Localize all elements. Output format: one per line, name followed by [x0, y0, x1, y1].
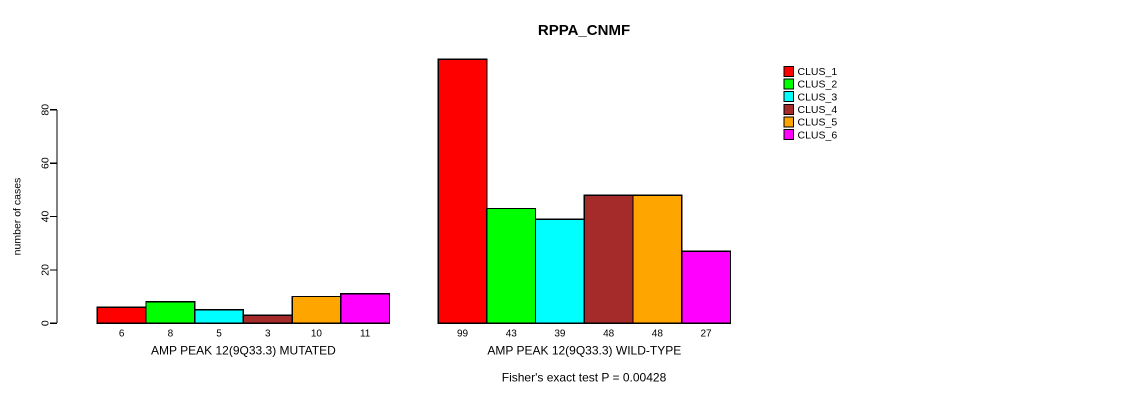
- bar-group: 6 8 5 3 10 11: [96, 293, 391, 340]
- group-label-wildtype: AMP PEAK 12(9Q33.3) WILD-TYPE: [487, 344, 681, 358]
- legend-label: CLUS_1: [798, 66, 838, 78]
- legend-item: CLUS_3: [783, 91, 838, 103]
- bar-clus_4: [242, 314, 293, 324]
- y-tick-label: 60: [40, 157, 52, 169]
- bar-value-label: 27: [700, 329, 712, 340]
- legend-label: CLUS_2: [798, 79, 838, 91]
- legend: CLUS_1 CLUS_2 CLUS_3 CLUS_4 CLUS_5 CLUS_…: [783, 65, 838, 141]
- bar-group: 99 43 39 48 48 27: [437, 58, 732, 340]
- bar-value-label: 43: [506, 329, 518, 340]
- legend-label: CLUS_3: [798, 91, 838, 103]
- bar-value-label: 10: [311, 329, 323, 340]
- legend-item: CLUS_6: [783, 129, 838, 141]
- bar-value-label: 6: [119, 329, 125, 340]
- legend-swatch-clus3-icon: [783, 91, 794, 103]
- legend-item: CLUS_5: [783, 116, 838, 129]
- bars-layer: 6 8 5 3 10 11 99 43 39 48 48 27: [96, 58, 732, 340]
- y-tick-label: 20: [40, 264, 52, 276]
- legend-item: CLUS_2: [783, 78, 838, 91]
- bar-clus_2: [145, 301, 196, 324]
- chart-title: RPPA_CNMF: [538, 22, 630, 39]
- bar-value-label: 11: [360, 329, 371, 340]
- legend-item: CLUS_4: [783, 103, 838, 116]
- y-tick-label: 0: [40, 320, 52, 326]
- bar-clus_1: [96, 306, 147, 324]
- bar-clus_5: [291, 295, 342, 324]
- group-label-mutated: AMP PEAK 12(9Q33.3) MUTATED: [151, 344, 336, 358]
- bar-value-label: 39: [554, 329, 566, 340]
- bar-value-label: 3: [265, 329, 271, 340]
- bar-clus_3: [194, 309, 245, 324]
- bar-value-label: 48: [652, 329, 664, 340]
- y-tick-label: 40: [40, 211, 52, 223]
- bar-value-label: 99: [457, 329, 469, 340]
- legend-swatch-clus6-icon: [783, 129, 794, 141]
- legend-label: CLUS_6: [798, 129, 838, 141]
- bar-value-label: 48: [603, 329, 615, 340]
- bar-clus_6: [681, 250, 732, 324]
- legend-item: CLUS_1: [783, 65, 838, 78]
- y-axis-label: number of cases: [12, 178, 24, 256]
- bar-clus_4: [583, 194, 634, 324]
- y-tick-label: 80: [40, 104, 52, 116]
- bar-clus_6: [340, 293, 391, 324]
- legend-swatch-clus4-icon: [783, 103, 794, 115]
- legend-swatch-clus2-icon: [783, 78, 794, 90]
- bar-value-label: 8: [168, 329, 174, 340]
- y-axis: 0 20 40 60 80: [40, 104, 58, 326]
- bar-clus_3: [534, 218, 585, 324]
- legend-swatch-clus5-icon: [783, 116, 794, 128]
- legend-label: CLUS_5: [798, 117, 838, 129]
- bar-value-label: 5: [216, 329, 222, 340]
- bar-clus_2: [486, 207, 537, 324]
- legend-swatch-clus1-icon: [783, 65, 794, 77]
- bar-clus_1: [437, 58, 488, 324]
- legend-label: CLUS_4: [798, 104, 838, 116]
- fisher-test-annotation: Fisher's exact test P = 0.00428: [502, 371, 667, 385]
- bar-clus_5: [632, 194, 683, 324]
